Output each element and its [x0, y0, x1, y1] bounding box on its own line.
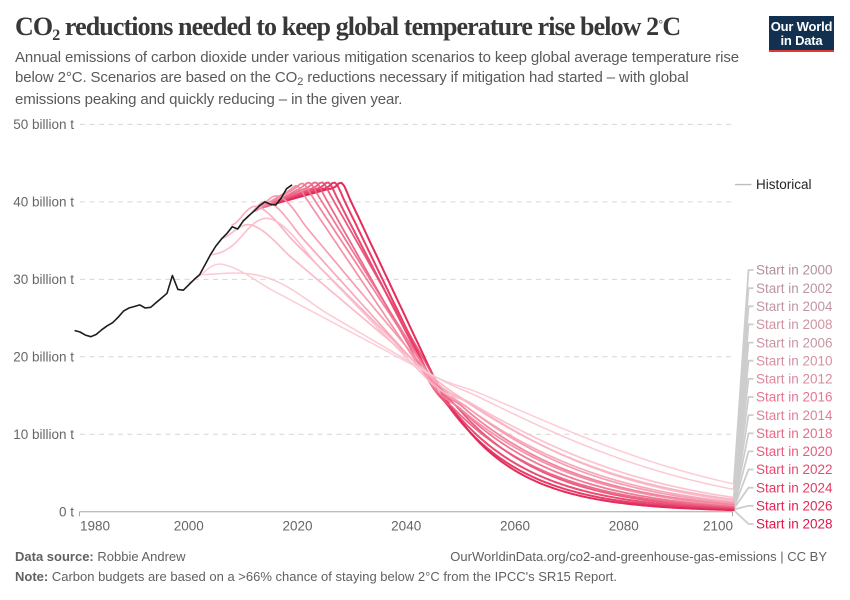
svg-text:Start in 2012: Start in 2012 [756, 372, 833, 387]
svg-text:40 billion t: 40 billion t [13, 194, 74, 209]
svg-text:2080: 2080 [609, 519, 639, 534]
svg-text:Start in 2016: Start in 2016 [756, 390, 833, 405]
svg-text:30 billion t: 30 billion t [13, 272, 74, 287]
svg-text:10 billion t: 10 billion t [13, 427, 74, 442]
svg-text:Start in 2020: Start in 2020 [756, 444, 833, 459]
svg-text:2060: 2060 [500, 519, 530, 534]
svg-text:50 billion t: 50 billion t [13, 117, 74, 132]
svg-text:20 billion t: 20 billion t [13, 349, 74, 364]
svg-text:Historical: Historical [756, 177, 812, 192]
svg-text:Start in 2000: Start in 2000 [756, 263, 833, 278]
svg-text:Start in 2004: Start in 2004 [756, 299, 833, 314]
svg-text:2000: 2000 [174, 519, 204, 534]
svg-text:Start in 2006: Start in 2006 [756, 335, 833, 350]
svg-text:Start in 2026: Start in 2026 [756, 499, 833, 514]
svg-text:Start in 2008: Start in 2008 [756, 317, 833, 332]
svg-text:1980: 1980 [80, 519, 110, 534]
svg-text:Start in 2024: Start in 2024 [756, 480, 833, 495]
svg-text:Start in 2018: Start in 2018 [756, 426, 833, 441]
svg-text:Start in 2014: Start in 2014 [756, 408, 833, 423]
svg-text:0 t: 0 t [59, 504, 74, 519]
svg-text:Start in 2010: Start in 2010 [756, 353, 833, 368]
svg-text:Start in 2028: Start in 2028 [756, 517, 833, 532]
svg-text:2100: 2100 [703, 519, 733, 534]
svg-text:2020: 2020 [282, 519, 312, 534]
svg-text:Start in 2002: Start in 2002 [756, 281, 833, 296]
svg-text:2040: 2040 [391, 519, 421, 534]
svg-text:Start in 2022: Start in 2022 [756, 462, 833, 477]
